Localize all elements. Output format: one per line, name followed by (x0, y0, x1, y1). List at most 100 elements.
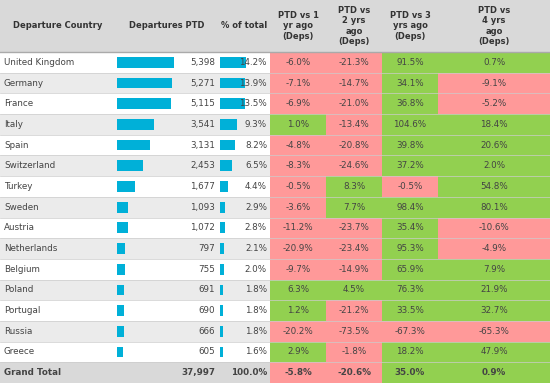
Text: Switzerland: Switzerland (4, 161, 55, 170)
Text: 1.2%: 1.2% (287, 306, 309, 315)
Text: 1.8%: 1.8% (245, 306, 267, 315)
Bar (0, 0, 550, 52)
Text: -5.2%: -5.2% (481, 99, 507, 108)
Bar (117, 285, 124, 295)
Text: -4.9%: -4.9% (481, 244, 507, 253)
Text: PTD vs 3
yrs ago
(Deps): PTD vs 3 yrs ago (Deps) (389, 11, 431, 41)
Text: 5,271: 5,271 (190, 79, 215, 88)
Bar (326, 238, 382, 259)
Bar (326, 176, 382, 197)
Bar (438, 218, 550, 238)
Bar (326, 93, 382, 114)
Text: 65.9%: 65.9% (396, 265, 424, 274)
Text: -23.4%: -23.4% (339, 244, 370, 253)
Text: 3,541: 3,541 (190, 120, 215, 129)
Bar (117, 119, 154, 130)
Text: 33.5%: 33.5% (396, 306, 424, 315)
Bar (382, 218, 438, 238)
Text: 3,131: 3,131 (190, 141, 215, 150)
Text: 8.2%: 8.2% (245, 141, 267, 150)
Text: % of total: % of total (221, 21, 267, 31)
Text: 13.9%: 13.9% (239, 79, 267, 88)
Text: 13.5%: 13.5% (239, 99, 267, 108)
Text: -73.5%: -73.5% (338, 327, 370, 336)
Text: -14.7%: -14.7% (339, 79, 370, 88)
Bar (270, 321, 326, 342)
Text: Austria: Austria (4, 223, 35, 232)
Text: Italy: Italy (4, 120, 23, 129)
Bar (117, 223, 128, 233)
Bar (382, 155, 438, 176)
Bar (438, 176, 550, 197)
Bar (270, 176, 326, 197)
Text: 21.9%: 21.9% (480, 285, 508, 295)
Bar (220, 119, 237, 130)
Text: -20.8%: -20.8% (339, 141, 370, 150)
Bar (270, 238, 326, 259)
Text: 6.5%: 6.5% (245, 161, 267, 170)
Text: Belgium: Belgium (4, 265, 40, 274)
Text: 5,398: 5,398 (190, 58, 215, 67)
Bar (0, 238, 550, 259)
Bar (270, 280, 326, 300)
Text: 2.9%: 2.9% (287, 347, 309, 357)
Text: United Kingdom: United Kingdom (4, 58, 74, 67)
Bar (382, 342, 438, 362)
Text: 18.2%: 18.2% (396, 347, 424, 357)
Text: Poland: Poland (4, 285, 34, 295)
Text: -11.2%: -11.2% (283, 223, 313, 232)
Bar (270, 73, 326, 93)
Text: 691: 691 (199, 285, 215, 295)
Text: 2.1%: 2.1% (245, 244, 267, 253)
Text: 1.0%: 1.0% (287, 120, 309, 129)
Text: 14.2%: 14.2% (239, 58, 267, 67)
Bar (220, 223, 225, 233)
Text: 2.0%: 2.0% (245, 265, 267, 274)
Text: -3.6%: -3.6% (285, 203, 311, 212)
Bar (382, 259, 438, 280)
Text: 2,453: 2,453 (190, 161, 215, 170)
Bar (270, 300, 326, 321)
Text: 0.9%: 0.9% (482, 368, 506, 377)
Text: 104.6%: 104.6% (393, 120, 427, 129)
Bar (270, 52, 326, 73)
Text: 1,677: 1,677 (190, 182, 215, 191)
Bar (438, 362, 550, 383)
Text: 32.7%: 32.7% (480, 306, 508, 315)
Bar (382, 176, 438, 197)
Text: 91.5%: 91.5% (396, 58, 424, 67)
Text: Grand Total: Grand Total (4, 368, 61, 377)
Bar (382, 300, 438, 321)
Text: 36.8%: 36.8% (396, 99, 424, 108)
Text: Departure Country: Departure Country (13, 21, 102, 31)
Text: 797: 797 (198, 244, 215, 253)
Bar (382, 135, 438, 155)
Text: 47.9%: 47.9% (480, 347, 508, 357)
Text: PTD vs 1
yr ago
(Deps): PTD vs 1 yr ago (Deps) (278, 11, 318, 41)
Bar (0, 321, 550, 342)
Bar (438, 197, 550, 218)
Text: -65.3%: -65.3% (478, 327, 509, 336)
Bar (220, 57, 246, 68)
Bar (326, 135, 382, 155)
Bar (438, 280, 550, 300)
Bar (117, 140, 150, 151)
Text: -13.4%: -13.4% (339, 120, 370, 129)
Bar (117, 264, 125, 275)
Bar (270, 155, 326, 176)
Text: 690: 690 (199, 306, 215, 315)
Text: 2.0%: 2.0% (483, 161, 505, 170)
Text: PTD vs
2 yrs
ago
(Deps): PTD vs 2 yrs ago (Deps) (338, 6, 370, 46)
Bar (117, 326, 124, 337)
Text: -8.3%: -8.3% (285, 161, 311, 170)
Text: 1.6%: 1.6% (245, 347, 267, 357)
Text: 605: 605 (198, 347, 215, 357)
Text: -20.6%: -20.6% (337, 368, 371, 377)
Text: 7.9%: 7.9% (483, 265, 505, 274)
Bar (0, 259, 550, 280)
Text: Portugal: Portugal (4, 306, 40, 315)
Bar (438, 114, 550, 135)
Bar (220, 98, 245, 109)
Bar (0, 155, 550, 176)
Bar (220, 305, 223, 316)
